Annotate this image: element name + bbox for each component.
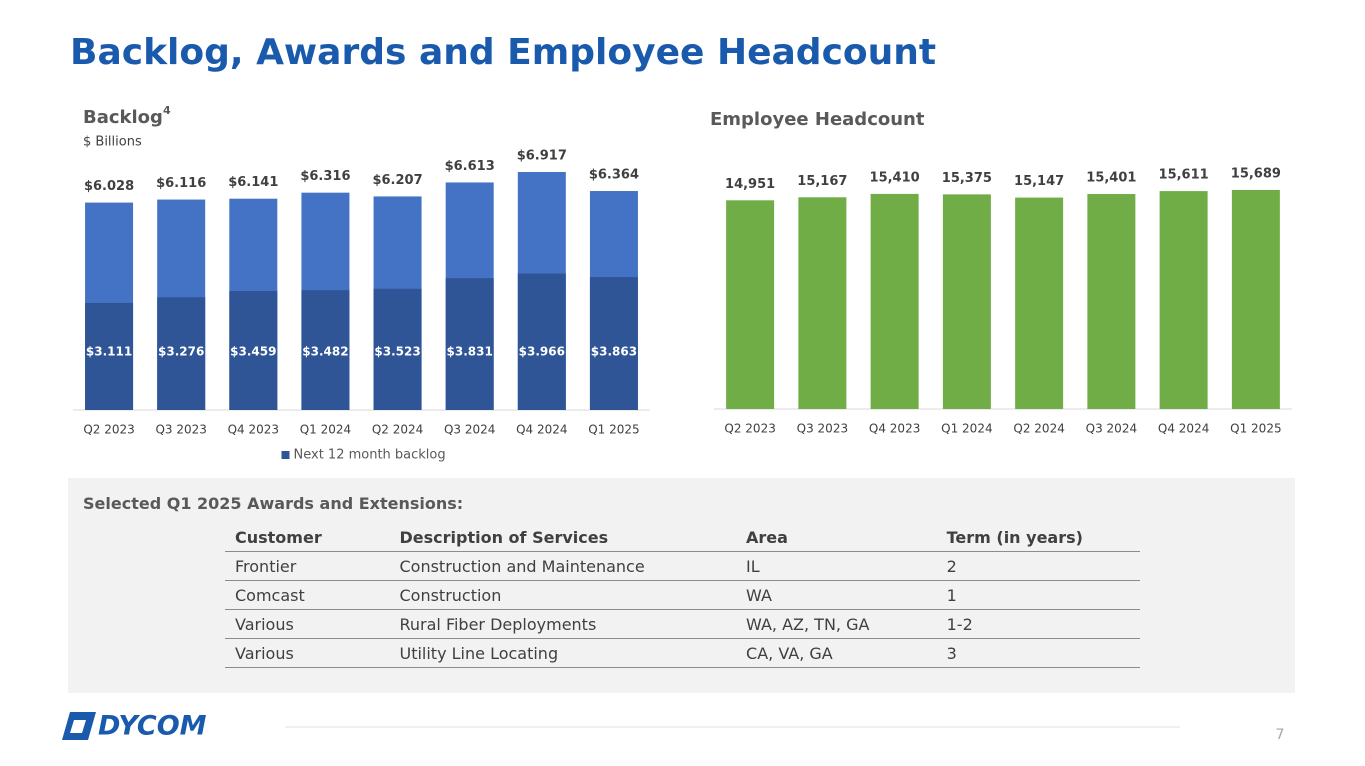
column-header: Area [736,524,937,552]
bar [726,200,775,409]
x-tick-label: Q3 2024 [1086,422,1137,436]
awards-title: Selected Q1 2025 Awards and Extensions: [83,494,464,513]
bar [798,197,847,409]
value-label: $6.316 [300,169,350,184]
logo-mark-inner [70,720,86,733]
bar [1087,194,1136,409]
x-tick-label: Q4 2024 [1158,422,1209,436]
value-label: 15,167 [797,174,847,189]
table-row: Frontier Construction and Maintenance IL 2 [225,551,1140,581]
table-cell: WA [736,580,937,610]
x-tick-label: Q2 2024 [372,423,423,437]
value-label: 14,951 [725,177,775,192]
value-label: $6.917 [517,149,567,164]
table-cell: Various [225,609,390,639]
bar [1159,191,1208,409]
value-label: $6.613 [445,159,495,174]
value-label: 15,410 [870,170,920,185]
logo: DYCOM [98,711,207,742]
bar-segment [157,297,206,410]
column-header: Customer [225,524,390,552]
segment-label: $3.111 [86,345,132,359]
title-note: 4 [163,104,171,117]
segment-label: $3.482 [302,345,348,359]
table-cell: WA, AZ, TN, GA [736,609,937,639]
chart-title: Employee Headcount [710,109,925,130]
segment-label: $3.459 [230,345,276,359]
bar-segment [229,290,278,410]
column-header: Term (in years) [936,524,1140,552]
table-row: Various Rural Fiber Deployments WA, AZ, TN… [225,609,1140,639]
value-label: 15,401 [1086,171,1136,186]
value-label: $6.141 [228,175,278,190]
segment-label: $3.831 [447,345,493,359]
table-cell: 2 [936,551,1140,581]
x-tick-label: Q4 2023 [869,422,920,436]
x-tick-label: Q3 2023 [797,422,848,436]
column-header: Description of Services [389,524,737,552]
bar-segment [589,277,638,410]
table-cell: Comcast [225,580,390,610]
x-tick-label: Q3 2023 [155,423,206,437]
bar [942,194,991,409]
value-label: 15,147 [1014,174,1064,189]
x-tick-label: Q2 2023 [83,423,134,437]
segment-label: $3.863 [591,345,637,359]
x-tick-label: Q4 2024 [516,423,567,437]
chart-subtitle: $ Billions [83,135,142,150]
value-label: $6.028 [84,179,134,194]
table-cell: Construction [389,580,737,610]
awards-panel: Selected Q1 2025 Awards and Extensions: … [68,478,1295,693]
segment-label: $3.523 [374,345,420,359]
value-label: $6.116 [156,176,206,191]
awards-table: Customer Description of Services Area Term … [225,524,1140,668]
segment-label: $3.276 [158,345,204,359]
bar [870,193,919,409]
bar-segment [517,273,566,410]
bar-segment [85,302,134,410]
table-row: Comcast Construction WA 1 [225,580,1140,610]
table-cell: 1-2 [936,609,1140,639]
table-row: Various Utility Line Locating CA, VA, GA 3 [225,638,1140,668]
table-cell: Rural Fiber Deployments [389,609,737,639]
slide-title: Backlog, Awards and Employee Headcount [70,32,936,73]
table-cell: Frontier [225,551,390,581]
bar [1015,197,1064,409]
x-tick-label: Q2 2023 [724,422,775,436]
value-label: $6.364 [589,168,639,183]
bar-segment [373,288,422,410]
page-number: 7 [1276,727,1285,743]
value-label: 15,375 [942,171,992,186]
x-tick-label: Q3 2024 [444,423,495,437]
legend-swatch [281,451,290,459]
table-cell: 1 [936,580,1140,610]
table-cell: Various [225,638,390,668]
table-cell: CA, VA, GA [736,638,937,668]
x-tick-label: Q1 2025 [1230,422,1281,436]
bar-segment [445,278,494,410]
table-cell: Construction and Maintenance [389,551,737,581]
x-tick-label: Q4 2023 [228,423,279,437]
value-label: 15,611 [1159,168,1209,183]
table-cell: IL [736,551,937,581]
table-cell: Utility Line Locating [389,638,737,668]
x-tick-label: Q2 2024 [1013,422,1064,436]
chart-title: Backlog4 [83,104,171,128]
value-label: 15,689 [1231,167,1281,182]
x-tick-label: Q1 2024 [300,423,351,437]
legend-label: Next 12 month backlog [294,448,446,463]
segment-label: $3.966 [519,345,565,359]
table-cell: 3 [936,638,1140,668]
bar-segment [301,290,350,410]
value-label: $6.207 [372,173,422,188]
bar [1231,190,1280,409]
x-tick-label: Q1 2024 [941,422,992,436]
x-tick-label: Q1 2025 [588,423,639,437]
